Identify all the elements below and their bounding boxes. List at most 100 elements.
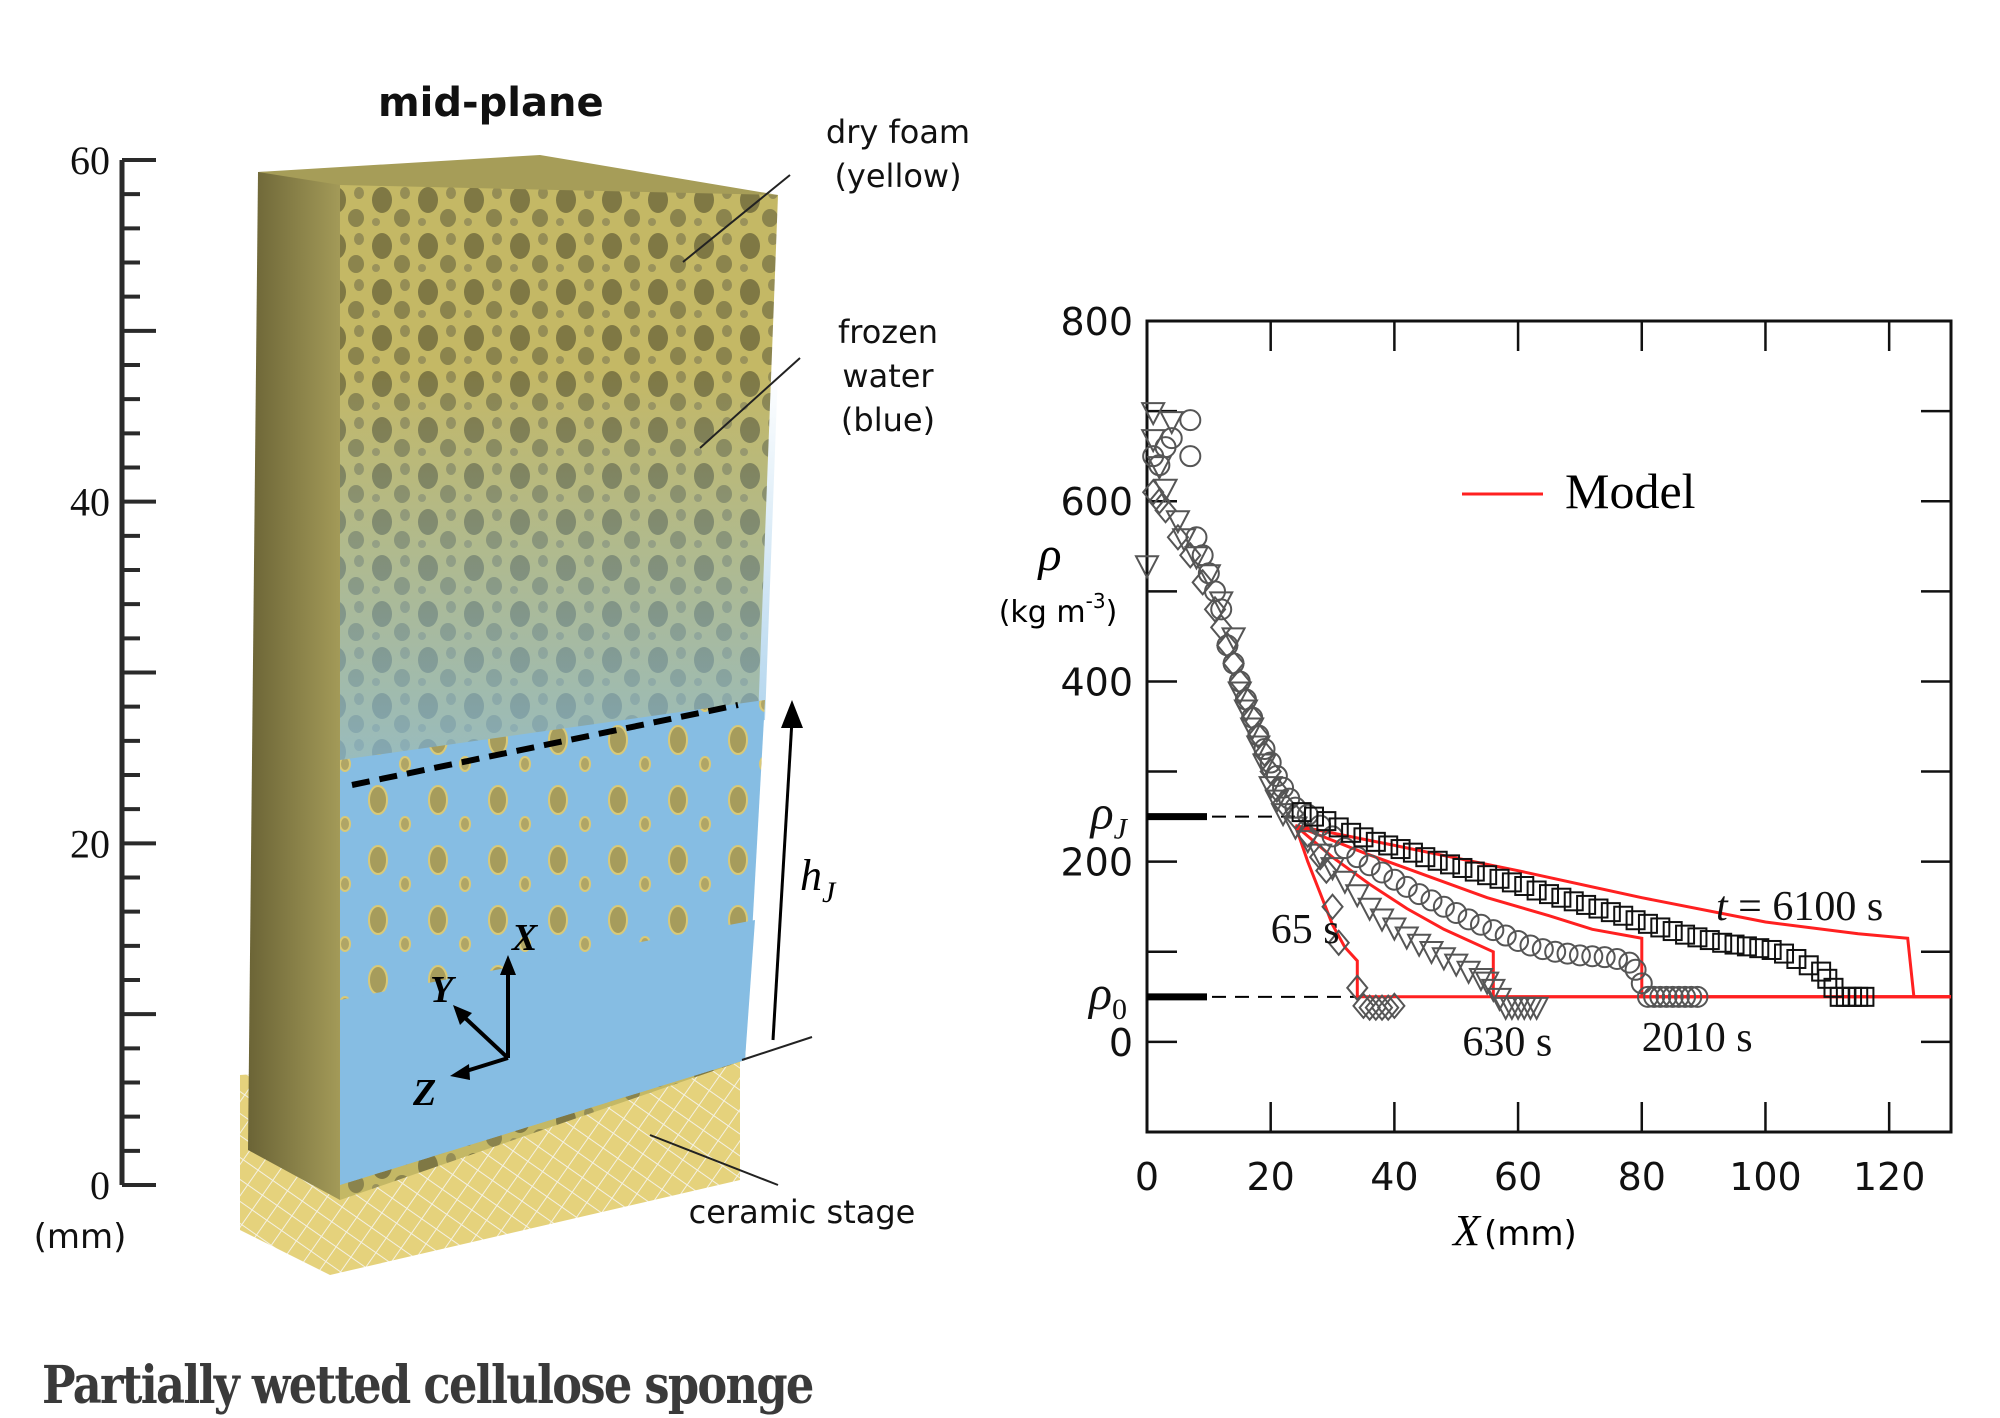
dry-foam-leader — [682, 174, 791, 263]
frozen-water-label-line1: frozen — [837, 313, 939, 351]
data-point-square — [1489, 868, 1510, 889]
panel-title-mid-plane: mid-plane — [378, 80, 604, 126]
sponge-figure: X Y Z hJ 0 20 40 60 (mm) — [34, 138, 837, 1275]
data-point-triangle — [1332, 870, 1358, 895]
y-tick-label: 400 — [1060, 660, 1133, 704]
data-point-square — [1798, 955, 1819, 976]
data-point-square — [1774, 943, 1795, 964]
data-point-triangle — [1239, 717, 1265, 742]
data-point-square — [1786, 948, 1807, 969]
annotation-t: t — [1716, 884, 1729, 930]
data-point-circle — [1259, 751, 1282, 774]
data-point-triangle — [1369, 908, 1395, 933]
data-point-triangle — [1307, 843, 1333, 868]
series-630s — [1134, 402, 1550, 1021]
data-point-triangle — [1381, 917, 1408, 942]
ref-level-label: ρJ — [1089, 787, 1129, 846]
x-tick-label: 120 — [1853, 1155, 1926, 1199]
data-point-circle — [1630, 972, 1653, 995]
x-tick-label: 100 — [1729, 1155, 1802, 1199]
data-point-triangle — [1171, 528, 1197, 553]
y-tick-label: 800 — [1060, 300, 1133, 344]
x-axis-label-main: X — [1451, 1206, 1482, 1255]
data-point-circle — [1420, 889, 1443, 912]
time-annotations: 65 s 630 s 2010 s t = 6100 s — [1271, 884, 1883, 1065]
data-point-diamond — [1327, 929, 1351, 957]
data-point-triangle — [1140, 429, 1166, 454]
data-point-square — [1551, 887, 1572, 908]
data-point-triangle — [1344, 884, 1370, 909]
data-point-triangle — [1394, 926, 1420, 951]
data-point-square — [1588, 898, 1609, 919]
ref-level-symbol: ρ — [1089, 787, 1114, 840]
x-tick-label: 60 — [1494, 1155, 1542, 1199]
hj-label: hJ — [800, 851, 837, 909]
data-point-triangle — [1233, 699, 1259, 724]
data-point-circle — [1661, 985, 1684, 1008]
data-point-diamond — [1370, 994, 1394, 1022]
data-point-circle — [1272, 776, 1295, 799]
data-point-triangle — [1165, 510, 1191, 535]
data-point-square — [1699, 930, 1720, 951]
figure-caption: Partially wetted cellulose sponge — [42, 1355, 814, 1416]
data-point-square — [1365, 831, 1386, 852]
axis-label-z: Z — [412, 1072, 436, 1114]
series-6100s — [1291, 802, 1875, 1007]
data-point-square — [1637, 913, 1658, 934]
series-2010s — [1142, 409, 1709, 1008]
y-axis-label-unit: (kg m-3) — [999, 589, 1118, 630]
data-point-triangle — [1486, 987, 1513, 1012]
data-point-circle — [1655, 985, 1678, 1008]
data-point-triangle — [1146, 456, 1173, 481]
data-point-diamond — [1376, 994, 1400, 1022]
frozen-water-label-line3: (blue) — [840, 401, 936, 439]
data-point-circle — [1593, 946, 1616, 969]
data-point-square — [1316, 811, 1337, 832]
data-point-square — [1650, 917, 1671, 938]
y-axis-label-rho: ρ — [1036, 528, 1061, 581]
data-point-diamond — [1191, 568, 1214, 596]
data-point-circle — [1482, 919, 1505, 942]
scale-tick-label: 20 — [70, 821, 110, 866]
data-point-triangle — [1319, 857, 1346, 882]
data-point-square — [1291, 802, 1312, 823]
data-point-circle — [1222, 652, 1245, 675]
data-point-square — [1736, 936, 1757, 957]
data-point-circle — [1457, 908, 1480, 931]
data-point-circle — [1507, 929, 1530, 952]
data-point-square — [1341, 822, 1362, 843]
data-point-square — [1328, 817, 1349, 838]
data-point-triangle — [1264, 789, 1290, 814]
x-tick-label: 0 — [1135, 1155, 1159, 1199]
annotation-rest: = 6100 s — [1728, 884, 1884, 930]
frozen-water-leader — [699, 357, 801, 449]
model-curve-6100s — [1295, 824, 1951, 999]
ref-level-symbol: ρ — [1087, 967, 1112, 1020]
data-point-triangle — [1418, 940, 1445, 966]
data-point-circle — [1556, 942, 1579, 965]
data-point-triangle — [1523, 996, 1550, 1021]
data-point-square — [1613, 905, 1634, 926]
data-point-square — [1625, 910, 1646, 931]
data-point-circle — [1531, 938, 1554, 961]
z-axis-arrow-icon — [450, 1064, 470, 1080]
data-point-circle — [1358, 854, 1381, 877]
y-tick-label: 0 — [1109, 1021, 1133, 1065]
x-axis-label: X (mm) — [1451, 1206, 1577, 1255]
data-point-diamond — [1166, 523, 1190, 551]
data-point-circle — [1179, 445, 1202, 468]
data-point-triangle — [1220, 627, 1247, 652]
data-point-triangle — [1140, 402, 1166, 427]
y-unit-close: ) — [1106, 595, 1118, 630]
y-unit-sup: -3 — [1086, 589, 1106, 613]
data-point-circle — [1247, 724, 1270, 747]
scale-tick-label: 40 — [70, 480, 110, 525]
data-point-square — [1427, 850, 1448, 871]
hj-label-sub: J — [822, 876, 837, 909]
data-point-triangle — [1245, 735, 1271, 760]
data-point-diamond — [1148, 487, 1171, 515]
y-unit-main: (kg m — [999, 595, 1086, 630]
x-tick-label: 80 — [1618, 1155, 1666, 1199]
frozen-water-label: frozen water (blue) — [808, 310, 968, 442]
